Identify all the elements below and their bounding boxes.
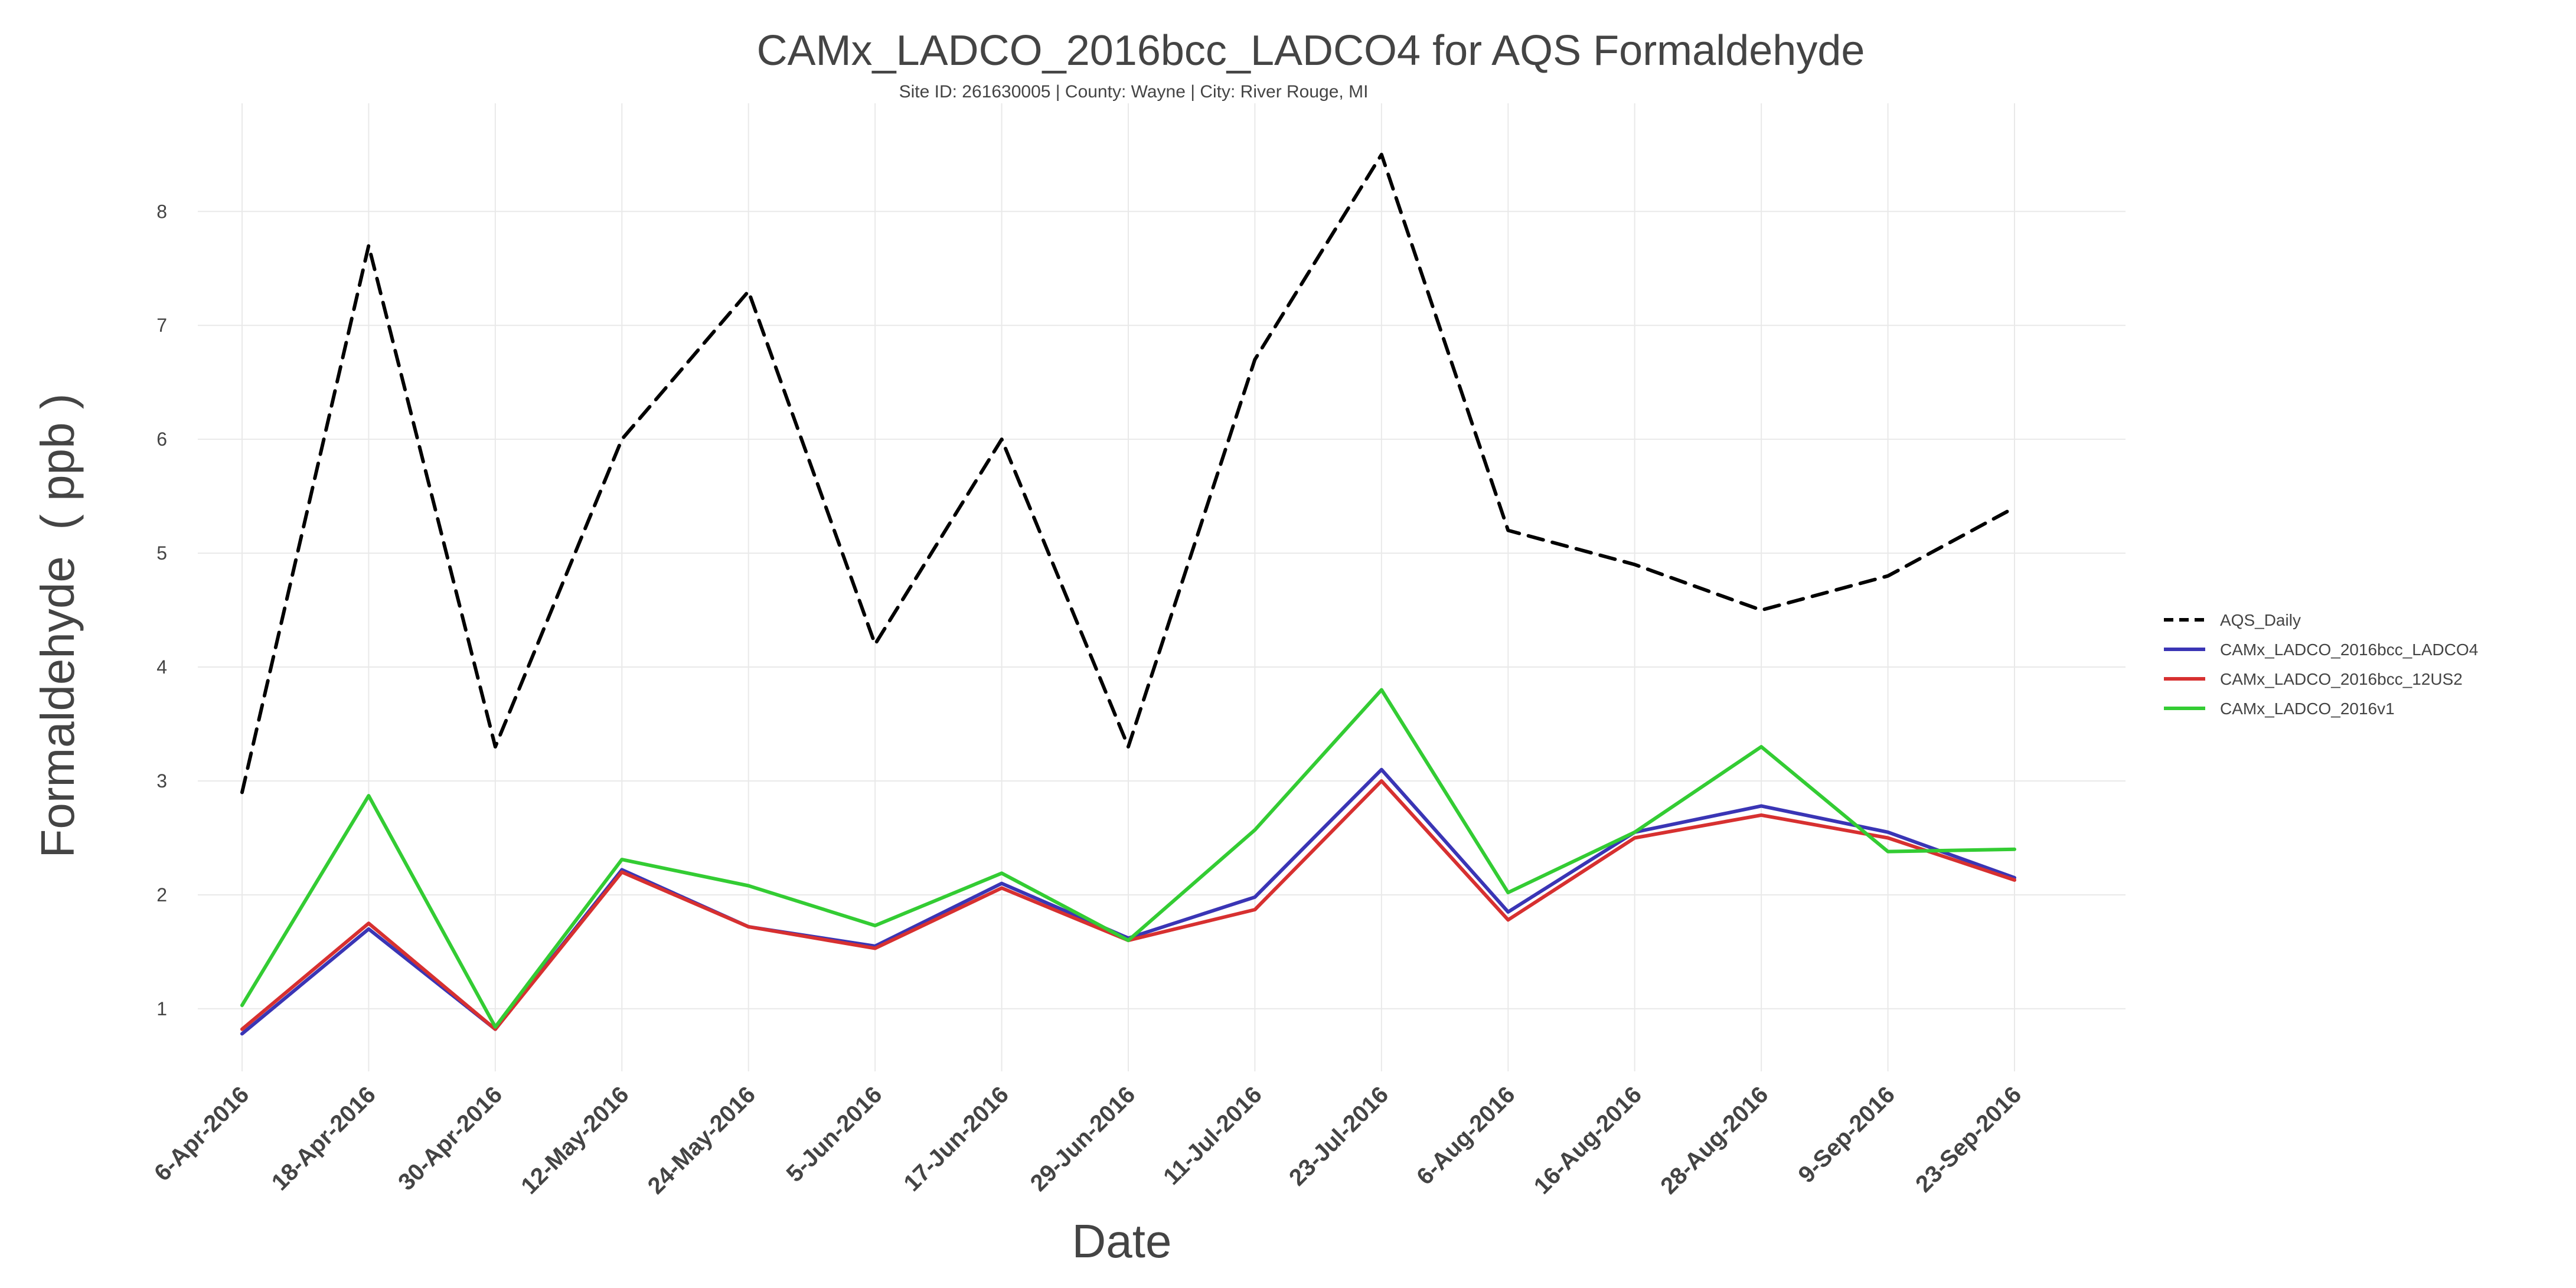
data-point: [1886, 850, 1890, 854]
data-point: [747, 289, 750, 293]
data-point: [1633, 836, 1637, 839]
data-point: [494, 745, 497, 748]
data-point: [747, 925, 750, 929]
legend[interactable]: AQS_Daily CAMx_LADCO_2016bcc_LADCO4 CAMx_L…: [2164, 611, 2478, 718]
y-tick-label: 2: [156, 884, 167, 905]
legend-item-camx-ladco-2016bcc-12us2[interactable]: CAMx_LADCO_2016bcc_12US2: [2164, 670, 2463, 688]
data-point: [1000, 437, 1004, 441]
data-point: [620, 858, 623, 861]
x-axis-label: Date: [1072, 1215, 1172, 1267]
series-line-aqs-daily: [240, 152, 2016, 795]
data-point: [873, 642, 877, 646]
data-point: [1000, 871, 1004, 875]
data-point: [367, 927, 370, 931]
data-point: [1886, 574, 1890, 578]
data-point: [367, 244, 370, 247]
data-point: [620, 870, 623, 874]
data-point: [1380, 779, 1383, 783]
legend-item-aqs-daily[interactable]: AQS_Daily: [2164, 611, 2301, 629]
y-axis-ticks: 1 2 3 4 5 6 7 8: [156, 201, 167, 1019]
data-point: [1759, 813, 1763, 817]
data-point: [747, 884, 750, 888]
data-point: [1380, 688, 1383, 692]
data-point: [1506, 918, 1510, 921]
legend-label: CAMx_LADCO_2016bcc_12US2: [2220, 670, 2463, 688]
data-point: [1253, 895, 1256, 899]
data-point: [1253, 908, 1256, 911]
data-point: [1000, 882, 1004, 885]
legend-item-camx-ladco-2016bcc-ladco4[interactable]: CAMx_LADCO_2016bcc_LADCO4: [2164, 640, 2478, 659]
y-tick-label: 3: [156, 770, 167, 792]
data-point: [620, 437, 623, 441]
data-point: [1380, 768, 1383, 772]
series-line-camx-ladco-2016v1: [240, 688, 2016, 1029]
grid: [198, 103, 2126, 1071]
data-point: [2013, 878, 2016, 882]
data-point: [1633, 831, 1637, 834]
y-tick-label: 1: [156, 998, 167, 1019]
legend-label: AQS_Daily: [2220, 611, 2301, 629]
y-tick-label: 5: [156, 542, 167, 564]
data-point: [240, 1032, 244, 1035]
data-point: [240, 1003, 244, 1007]
series-lines: [240, 152, 2016, 1036]
data-point: [1253, 828, 1256, 832]
data-point: [1759, 609, 1763, 612]
data-point: [1506, 910, 1510, 914]
y-tick-label: 4: [156, 656, 167, 678]
chart-subtitle: Site ID: 261630005 | County: Wayne | Cit…: [899, 82, 1369, 102]
data-point: [367, 921, 370, 925]
data-point: [2013, 506, 2016, 509]
data-point: [1886, 831, 1890, 834]
legend-label: CAMx_LADCO_2016v1: [2220, 699, 2395, 718]
data-point: [1253, 358, 1256, 361]
y-tick-label: 6: [156, 429, 167, 450]
data-point: [1759, 804, 1763, 808]
data-point: [1127, 939, 1130, 942]
y-tick-label: 8: [156, 201, 167, 222]
chart-title: CAMx_LADCO_2016bcc_LADCO4 for AQS Formal…: [757, 27, 1865, 74]
data-point: [1380, 153, 1383, 156]
data-point: [1127, 745, 1130, 748]
data-point: [1000, 886, 1004, 890]
data-point: [1506, 529, 1510, 532]
data-point: [240, 790, 244, 794]
legend-label: CAMx_LADCO_2016bcc_LADCO4: [2220, 640, 2478, 659]
data-point: [1633, 563, 1637, 566]
data-point: [1759, 745, 1763, 748]
data-point: [873, 924, 877, 927]
data-point: [1506, 891, 1510, 894]
y-axis-label: Formaldehyde ( ppb ): [31, 393, 84, 858]
data-point: [1886, 836, 1890, 839]
data-point: [494, 1025, 497, 1029]
data-point: [367, 794, 370, 797]
y-tick-label: 7: [156, 315, 167, 336]
data-point: [2013, 848, 2016, 851]
data-point: [240, 1028, 244, 1031]
legend-item-camx-ladco-2016v1[interactable]: CAMx_LADCO_2016v1: [2164, 699, 2395, 718]
data-point: [873, 947, 877, 950]
